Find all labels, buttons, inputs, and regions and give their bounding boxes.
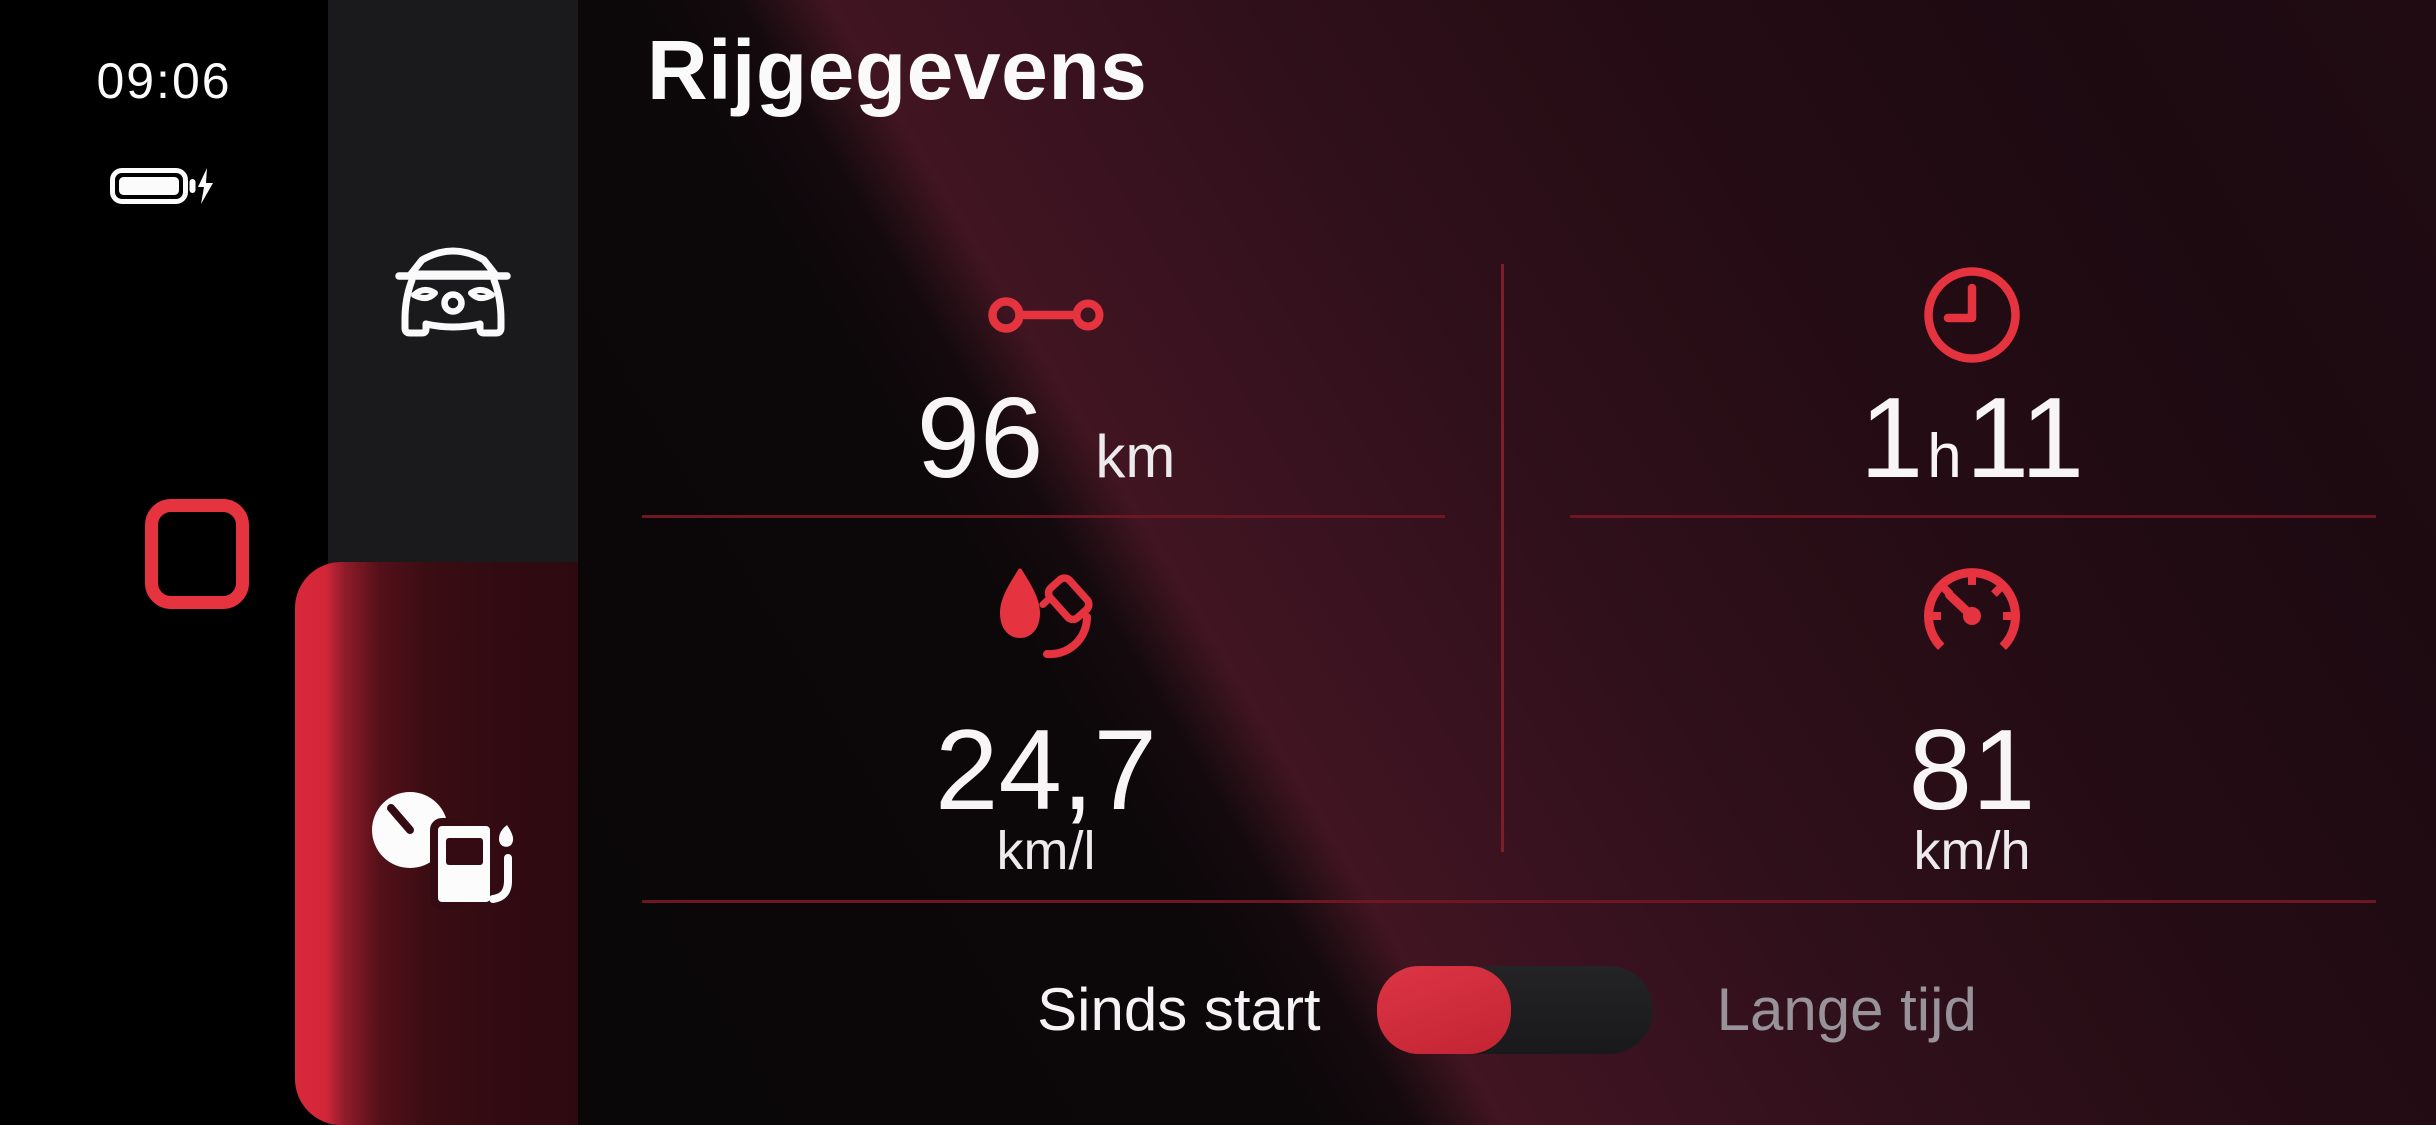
distance-unit: km bbox=[1095, 423, 1176, 490]
fuel-drop-icon bbox=[989, 556, 1101, 668]
consumption-value: 24,7 bbox=[578, 714, 1514, 828]
stats-period-toggle-row: Sinds start Lange tijd bbox=[578, 950, 2436, 1070]
separator-line bbox=[642, 515, 1445, 518]
separator-line bbox=[1570, 515, 2376, 518]
sidebar-tab-driving-data[interactable] bbox=[295, 562, 578, 1125]
fuel-pump-gauge-icon bbox=[372, 792, 514, 910]
consumption-number: 24,7 bbox=[935, 707, 1157, 834]
distance-number: 96 bbox=[916, 375, 1044, 502]
consumption-unit: km/l bbox=[996, 821, 1096, 881]
status-bar: 09:06 bbox=[0, 0, 328, 1125]
duration-separator: h bbox=[1927, 422, 1962, 491]
separator-line bbox=[642, 900, 2376, 903]
square-outline-button[interactable] bbox=[145, 499, 249, 609]
page-title: Rijgegevens bbox=[647, 23, 1148, 117]
toggle-knob bbox=[1376, 966, 1511, 1054]
clock-time: 09:06 bbox=[96, 53, 232, 109]
speed-number: 81 bbox=[1908, 707, 2036, 834]
clock-icon bbox=[1920, 263, 2024, 367]
speed-value: 81 bbox=[1504, 714, 2436, 828]
duration-value: 1 h 11 bbox=[1504, 382, 2436, 496]
period-toggle-switch[interactable] bbox=[1376, 966, 1653, 1054]
duration-hours: 1 bbox=[1859, 375, 1924, 502]
speed-unit: km/h bbox=[1913, 821, 2031, 881]
route-distance-icon bbox=[986, 292, 1106, 338]
main-panel: Rijgegevens 96 km 1 h 11 bbox=[578, 0, 2436, 1125]
speedometer-icon bbox=[1916, 558, 2028, 670]
column-divider bbox=[1501, 264, 1504, 852]
battery-charging-icon bbox=[110, 166, 220, 206]
car-icon bbox=[386, 229, 520, 341]
sidebar-tab-vehicle[interactable] bbox=[328, 170, 578, 400]
toggle-label-since-start[interactable]: Sinds start bbox=[1037, 976, 1321, 1043]
duration-minutes: 11 bbox=[1965, 375, 2085, 502]
distance-value: 96 km bbox=[578, 382, 1514, 496]
toggle-label-long-term[interactable]: Lange tijd bbox=[1716, 976, 1977, 1043]
